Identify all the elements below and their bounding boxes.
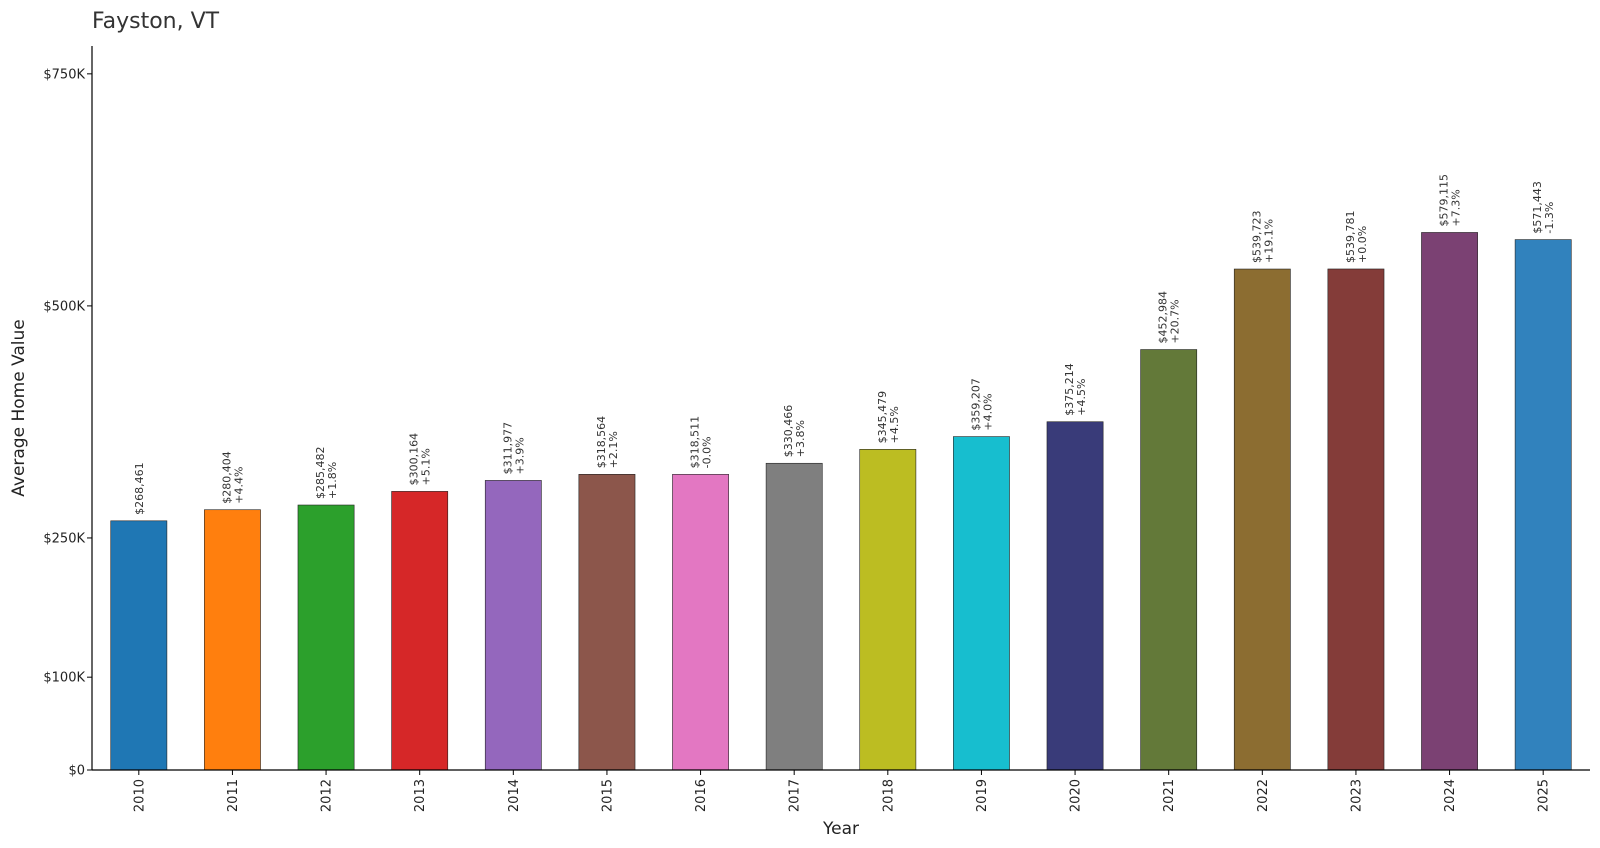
value-label-2010: $268,461 — [133, 462, 146, 515]
y-tick-label: $250K — [43, 531, 85, 546]
x-tick-label: 2019 — [975, 779, 990, 812]
value-label-2014: $311,977 — [501, 422, 514, 475]
bar-2022 — [1233, 268, 1291, 771]
bar-2016 — [672, 474, 729, 771]
change-label-2018: +4.5% — [888, 406, 901, 443]
y-tick-label: $750K — [43, 67, 85, 82]
value-label-2012: $285,482 — [314, 447, 327, 500]
x-tick-label: 2010 — [132, 779, 147, 812]
value-label-2023: $539,781 — [1344, 210, 1357, 263]
change-label-2020: +4.5% — [1075, 379, 1088, 416]
bar-2013 — [391, 491, 449, 771]
x-tick-label: 2011 — [226, 779, 241, 812]
value-label-2011: $280,404 — [220, 451, 233, 504]
value-label-2021: $452,984 — [1157, 291, 1170, 344]
change-label-2021: +20.7% — [1169, 299, 1182, 343]
change-label-2017: +3.8% — [794, 420, 807, 457]
value-label-2024: $579,115 — [1438, 174, 1451, 227]
change-label-2022: +19.1% — [1262, 219, 1275, 263]
value-label-2025: $571,443 — [1531, 181, 1544, 234]
bar-2020 — [1046, 421, 1104, 771]
change-label-2016: -0.0% — [701, 436, 714, 468]
y-tick-label: $500K — [43, 299, 85, 314]
x-tick-label: 2017 — [788, 779, 803, 812]
change-label-2024: +7.3% — [1450, 189, 1463, 226]
x-tick-label: 2022 — [1256, 779, 1271, 812]
plot-area — [110, 232, 1572, 771]
change-label-2012: +1.8% — [326, 462, 339, 499]
value-label-2018: $345,479 — [876, 391, 889, 444]
x-tick-label: 2021 — [1162, 779, 1177, 812]
bar-2010 — [110, 520, 168, 771]
value-label-2019: $359,207 — [969, 378, 982, 431]
change-label-2025: -1.3% — [1543, 202, 1556, 234]
x-tick-label: 2024 — [1443, 779, 1458, 812]
x-tick-label: 2018 — [881, 779, 896, 812]
bar-2024 — [1421, 232, 1478, 771]
value-label-2016: $318,511 — [689, 416, 702, 469]
bar-2012 — [297, 504, 355, 771]
x-tick-label: 2015 — [600, 779, 615, 812]
change-label-2023: +0.0% — [1356, 226, 1369, 263]
value-label-2022: $539,723 — [1250, 211, 1263, 264]
chart-title: Fayston, VT — [92, 9, 220, 34]
bar-2011 — [204, 509, 261, 771]
y-tick-label: $0 — [68, 764, 85, 779]
value-label-2020: $375,214 — [1063, 363, 1076, 416]
change-label-2013: +5.1% — [420, 448, 433, 485]
bar-2023 — [1327, 268, 1385, 771]
change-label-2015: +2.1% — [607, 431, 620, 468]
x-tick-label: 2012 — [320, 779, 335, 812]
change-label-2014: +3.9% — [513, 437, 526, 474]
x-tick-label: 2013 — [413, 779, 428, 812]
bar-2025 — [1514, 239, 1572, 771]
bar-2021 — [1140, 349, 1198, 771]
bar-2014 — [484, 480, 542, 771]
bar-2019 — [953, 436, 1010, 771]
x-axis-label: Year — [822, 819, 859, 839]
x-tick-label: 2025 — [1537, 779, 1552, 812]
bar-2017 — [765, 462, 823, 771]
x-tick-label: 2023 — [1349, 779, 1364, 812]
x-tick-label: 2014 — [507, 779, 522, 812]
x-tick-label: 2016 — [694, 779, 709, 812]
change-label-2019: +4.0% — [981, 393, 994, 430]
bar-2015 — [578, 474, 636, 771]
change-label-2011: +4.4% — [232, 467, 245, 504]
bar-2018 — [859, 449, 917, 771]
x-tick-label: 2020 — [1069, 779, 1084, 812]
value-label-2017: $330,466 — [782, 405, 795, 458]
y-tick-label: $100K — [43, 671, 85, 686]
value-label-2013: $300,164 — [408, 433, 421, 486]
value-label-2015: $318,564 — [595, 416, 608, 469]
y-axis-label: Average Home Value — [9, 319, 29, 497]
